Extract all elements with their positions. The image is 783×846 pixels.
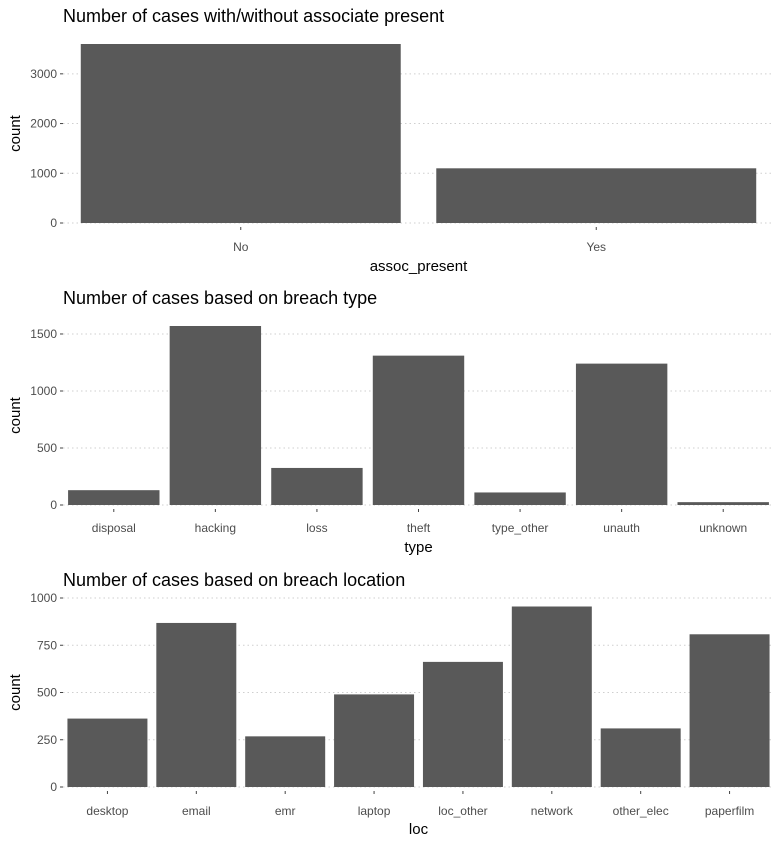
bar-network [511, 606, 592, 787]
x-tick-label: unknown [699, 521, 747, 535]
y-axis-label: count [7, 114, 24, 152]
x-tick-label: theft [407, 521, 431, 535]
y-axis-label: count [7, 396, 24, 434]
chart-panel-assoc-present: Number of cases with/without associate p… [0, 0, 783, 282]
bar-unknown [677, 502, 769, 505]
y-tick-label: 1000 [30, 166, 57, 180]
x-tick-label: other_elec [613, 804, 669, 818]
y-axis-label: count [7, 673, 24, 711]
bar-loss [271, 467, 363, 505]
chart-title: Number of cases based on breach location [63, 570, 406, 590]
y-tick-label: 0 [50, 498, 57, 512]
bar-paperfilm [689, 634, 770, 787]
y-tick-label: 2000 [30, 117, 57, 131]
bar-loc_other [422, 661, 503, 787]
chart-panel-breach-type: Number of cases based on breach type 0 50… [0, 282, 783, 564]
bar-No [80, 44, 401, 223]
chart-title: Number of cases with/without associate p… [63, 6, 445, 26]
x-tick-label: emr [275, 804, 296, 818]
chart-panel-breach-location: Number of cases based on breach location… [0, 564, 783, 846]
bar-chart-breach-type: 0 500 1000 1500 disposal hacking loss theft type… [7, 326, 774, 556]
x-tick-label: unauth [603, 521, 640, 535]
bar-desktop [67, 718, 148, 787]
x-tick-label: paperfilm [705, 804, 754, 818]
bar-laptop [334, 694, 415, 787]
x-axis-label: type [404, 539, 432, 556]
x-tick-label: loss [306, 521, 327, 535]
y-tick-label: 0 [50, 780, 57, 794]
y-tick-label: 3000 [30, 67, 57, 81]
x-tick-label: hacking [195, 521, 236, 535]
y-tick-label: 1000 [30, 591, 57, 605]
y-tick-label: 750 [37, 638, 57, 652]
x-tick-label: loc_other [438, 804, 487, 818]
y-tick-label: 250 [37, 733, 57, 747]
bar-disposal [68, 490, 160, 505]
x-tick-label: network [531, 804, 574, 818]
x-tick-label: type_other [492, 521, 549, 535]
y-tick-label: 500 [37, 441, 57, 455]
y-tick-label: 1000 [30, 384, 57, 398]
bar-other_elec [600, 728, 681, 787]
bar-emr [245, 736, 326, 787]
bar-theft [372, 355, 465, 505]
x-axis-label: assoc_present [370, 258, 468, 275]
x-tick-label: email [182, 804, 211, 818]
x-tick-label: Yes [586, 240, 606, 254]
bar-chart-assoc-present: 0 1000 2000 3000 No Yes assoc_present count [7, 44, 774, 275]
chart-title: Number of cases based on breach type [63, 288, 378, 308]
bar-Yes [436, 168, 757, 223]
bar-unauth [575, 363, 668, 505]
y-tick-label: 0 [50, 216, 57, 230]
x-tick-label: desktop [86, 804, 128, 818]
x-tick-label: laptop [358, 804, 391, 818]
x-axis-label: loc [409, 821, 429, 838]
bar-chart-breach-location: 0 250 500 750 1000 desktop email emr laptop loc_o… [7, 591, 774, 838]
x-tick-label: disposal [92, 521, 136, 535]
x-tick-label: No [233, 240, 249, 254]
y-tick-label: 1500 [30, 327, 57, 341]
bar-hacking [169, 326, 262, 505]
y-tick-label: 500 [37, 686, 57, 700]
bar-email [156, 622, 237, 787]
bar-type_other [474, 492, 566, 505]
